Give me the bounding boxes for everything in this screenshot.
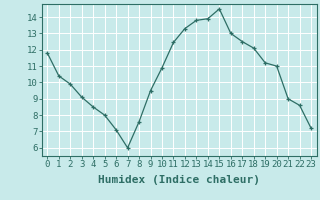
- X-axis label: Humidex (Indice chaleur): Humidex (Indice chaleur): [98, 175, 260, 185]
